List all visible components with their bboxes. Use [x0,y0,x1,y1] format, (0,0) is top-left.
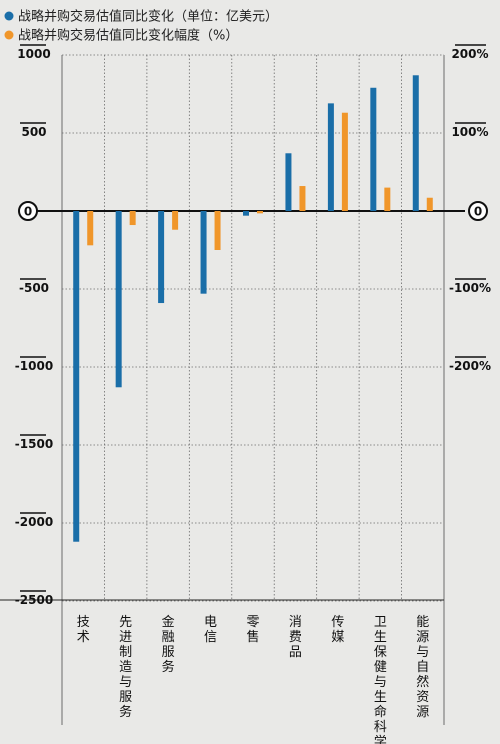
category-label-1: 先进制造与服务 [119,615,132,720]
right-tick-label-3: -100% [449,281,491,295]
left-tick-label-6: -2000 [15,515,53,529]
right-tick-label-0: 200% [451,47,488,61]
left-tick-label-3: -500 [19,281,49,295]
right-zero-marker [468,201,488,221]
bar-percent-7 [384,187,391,211]
bar-percent-0 [87,211,94,246]
bar-value-1 [115,211,122,388]
bar-value-4 [243,211,249,216]
left-tick-label-4: -1000 [15,359,53,373]
category-label-5: 消费品 [289,615,302,660]
left-tick-label-1: 500 [21,125,46,139]
right-tick-label-1: 100% [451,125,488,139]
right-axis: 200% 100% 0 -100% -200% [449,44,491,373]
bar-percent-4 [257,211,263,214]
bar-percent-6 [341,112,348,211]
bar-percent-8 [426,197,433,211]
legend-marker-1 [4,30,14,40]
category-label-3: 电信 [204,615,217,645]
left-zero-marker [18,201,38,221]
left-tick-label-7: -2500 [15,593,53,607]
category-label-8: 能源与自然资源 [416,615,429,720]
left-tick-label-0: 1000 [17,47,50,61]
legend-label-1: 战略并购交易估值同比变化幅度（%） [18,28,238,44]
category-label-4: 零售 [246,615,259,645]
left-axis: 1000 500 0 -500 -1000 -1500 -2000 -2500 [15,44,53,607]
bar-value-6 [327,103,334,211]
chart-legend: 战略并购交易估值同比变化（单位：亿美元） 战略并购交易估值同比变化幅度（%） [4,9,278,44]
right-tick-label-zero: 0 [474,205,482,219]
bar-percent-2 [172,211,179,230]
left-tick-label-5: -1500 [15,437,53,451]
bar-percent-1 [129,211,136,226]
left-tick-label-zero: 0 [24,205,32,219]
bar-value-8 [412,75,419,211]
category-label-0: 技术 [77,615,90,645]
legend-label-0: 战略并购交易估值同比变化（单位：亿美元） [18,9,278,25]
bar-value-0 [73,211,80,542]
right-tick-label-4: -200% [449,359,491,373]
bar-value-5 [285,153,292,211]
category-label-7: 卫生保健与生命科学 [374,615,387,744]
legend-marker-0 [4,11,14,21]
bar-value-2 [158,211,165,304]
bar-percent-5 [299,186,306,211]
bar-value-7 [370,87,377,211]
chart-grid [0,54,465,725]
bar-percent-3 [214,211,221,250]
category-label-2: 金融服务 [162,614,175,675]
chart-bars [73,75,433,542]
category-label-6: 传媒 [331,615,344,645]
bar-value-3 [200,211,207,294]
